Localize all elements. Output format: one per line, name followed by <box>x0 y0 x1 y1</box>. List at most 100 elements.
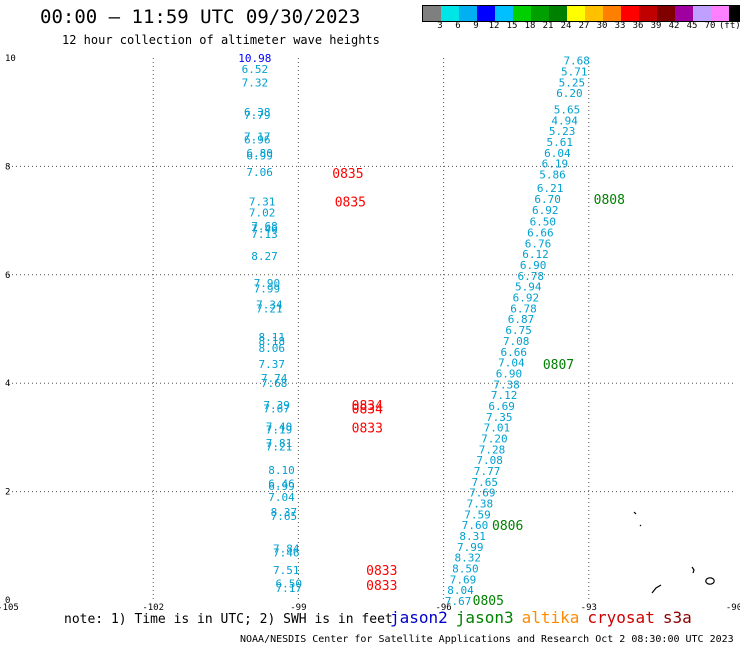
coastline <box>639 524 642 527</box>
x-tick-label: -90 <box>726 603 740 613</box>
wave-height-label: 7.84 <box>273 543 300 556</box>
scale-swatch <box>549 6 567 21</box>
time-label: 0834 <box>352 403 383 418</box>
wave-height-label: 7.68 <box>251 220 278 233</box>
scale-swatch <box>639 6 657 21</box>
wave-height-label: 6.92 <box>532 204 559 217</box>
wave-height-label: 8.27 <box>251 250 278 263</box>
scale-unit: (ft) <box>719 21 740 31</box>
legend-jason2: jason2 <box>390 608 448 627</box>
wave-height-label: 7.35 <box>486 411 513 424</box>
scale-swatch <box>675 6 693 21</box>
wave-height-label: 7.13 <box>251 228 278 241</box>
time-label: 0807 <box>543 358 574 373</box>
scale-label: 45 <box>686 21 698 31</box>
wave-height-label: 7.06 <box>246 166 273 179</box>
wave-height-label: 7.40 <box>266 421 293 434</box>
credit-footer: NOAA/NESDIS Center for Satellite Applica… <box>240 634 734 645</box>
wave-height-label: 7.81 <box>266 437 293 450</box>
wave-height-label: 6.66 <box>527 227 554 240</box>
wave-height-label: 8.32 <box>455 552 482 565</box>
scale-label: 21 <box>542 21 554 31</box>
time-label: 0833 <box>366 579 397 594</box>
wave-height-label: 10.98 <box>238 52 271 65</box>
scale-swatch <box>711 6 729 21</box>
wave-height-label: 7.51 <box>273 564 300 577</box>
scale-swatch <box>693 6 711 21</box>
wave-height-label: 7.68 <box>261 377 288 390</box>
wave-height-label: 7.46 <box>251 223 278 236</box>
scale-label: 24 <box>560 21 572 31</box>
y-tick-label: 0 <box>5 596 10 606</box>
wave-height-label: 8.04 <box>447 584 474 597</box>
scale-swatch <box>441 6 459 21</box>
wave-height-label: 7.77 <box>474 465 501 478</box>
scale-swatch <box>423 6 441 21</box>
wave-height-label: 7.20 <box>481 432 508 445</box>
wave-height-label: 7.34 <box>256 299 283 312</box>
wave-height-label: 5.65 <box>554 103 581 116</box>
wave-height-label: 7.68 <box>563 55 590 68</box>
wave-height-label: 6.52 <box>242 63 269 76</box>
time-label: 0806 <box>492 519 523 534</box>
wave-height-label: 6.38 <box>244 106 271 119</box>
wave-height-label: 6.04 <box>544 147 571 160</box>
time-label: 0808 <box>594 193 625 208</box>
coastline <box>651 584 662 594</box>
wave-height-label: 6.87 <box>508 313 535 326</box>
page-title: 00:00 – 11:59 UTC 09/30/2023 <box>40 6 361 28</box>
wave-height-label: 5.61 <box>547 136 574 149</box>
wave-height-label: 5.71 <box>561 66 588 79</box>
satellite-legend: jason2 jason3 altika cryosat s3a <box>390 608 700 627</box>
wave-height-label: 6.90 <box>520 259 547 272</box>
wave-height-label: 6.69 <box>488 400 515 413</box>
scale-swatch <box>657 6 675 21</box>
scale-label: 33 <box>614 21 626 31</box>
scale-label: 15 <box>506 21 518 31</box>
color-scale-labels: 3 6 9 12 15 18 21 24 27 30 33 36 39 42 45 70 (ft) <box>422 21 740 33</box>
coastline <box>705 577 715 585</box>
scale-swatch <box>585 6 603 21</box>
wave-height-label: 7.60 <box>462 519 489 532</box>
scale-label: 12 <box>488 21 500 31</box>
scale-swatch <box>495 6 513 21</box>
time-label: 0834 <box>352 399 383 414</box>
wave-height-label: 6.50 <box>275 578 302 591</box>
scale-swatch <box>531 6 549 21</box>
wave-height-label: 7.59 <box>464 508 491 521</box>
wave-height-label: 6.90 <box>496 367 523 380</box>
wave-height-label: 7.38 <box>467 498 494 511</box>
legend-cryosat: cryosat <box>587 608 655 627</box>
wave-height-label: 7.17 <box>244 131 271 144</box>
coastline <box>691 566 695 574</box>
wave-height-label: 7.99 <box>457 541 484 554</box>
time-label: 0833 <box>352 422 383 437</box>
wave-height-label: 7.04 <box>268 491 295 504</box>
wave-height-label: 7.32 <box>242 76 269 89</box>
wave-height-label: 7.31 <box>249 196 276 209</box>
wave-height-label: 6.12 <box>522 248 549 261</box>
scale-swatch <box>513 6 531 21</box>
wave-height-label: 7.69 <box>450 573 477 586</box>
scale-label: 6 <box>455 21 461 31</box>
wave-height-label: 6.66 <box>501 346 528 359</box>
scale-label: 70 <box>704 21 716 31</box>
legend-altika: altika <box>521 608 580 627</box>
wave-height-label: 7.21 <box>256 302 283 315</box>
wave-height-label: 7.19 <box>266 423 293 436</box>
coastline <box>633 511 637 515</box>
y-tick-label: 4 <box>5 379 10 389</box>
scale-swatch <box>477 6 495 21</box>
wave-height-label: 6.80 <box>246 147 273 160</box>
legend-jason3: jason3 <box>455 608 514 627</box>
wave-height-label: 7.39 <box>263 399 290 412</box>
wave-height-label: 6.50 <box>530 216 557 229</box>
wave-height-label: 5.86 <box>539 169 566 182</box>
scale-swatch <box>567 6 585 21</box>
wave-height-label: 8.50 <box>452 563 479 576</box>
wave-height-label: 7.65 <box>471 476 498 489</box>
x-tick-label: -99 <box>290 603 306 613</box>
wave-height-label: 7.21 <box>266 441 293 454</box>
wave-height-label: 8.10 <box>268 464 295 477</box>
wave-height-label: 7.74 <box>261 372 288 385</box>
